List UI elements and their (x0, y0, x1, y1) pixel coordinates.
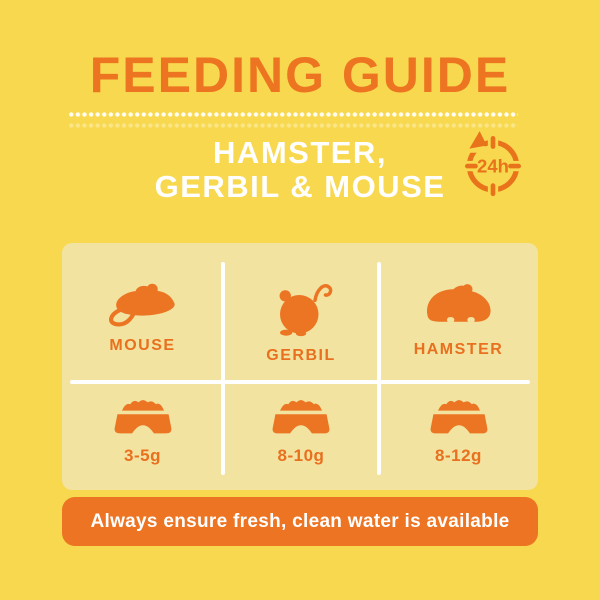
column-divider (377, 262, 381, 475)
subtitle: HAMSTER, GERBIL & MOUSE (0, 136, 600, 204)
hamster-icon (419, 280, 499, 332)
cell-hamster: HAMSTER (379, 243, 538, 382)
amount-label: 8-12g (435, 446, 482, 465)
feeding-table-panel: MOUSE GERBIL (62, 243, 538, 490)
water-notice-banner: Always ensure fresh, clean water is avai… (62, 497, 538, 546)
feeding-table: MOUSE GERBIL (62, 243, 538, 490)
subtitle-line-1: HAMSTER, (213, 135, 387, 170)
cell-amount-mouse: 3-5g (62, 382, 223, 490)
animal-label: HAMSTER (413, 341, 504, 358)
food-bowl-icon (268, 396, 334, 438)
animal-label: MOUSE (109, 337, 176, 354)
row-divider (70, 380, 530, 384)
clock-label: 24h (477, 155, 509, 176)
amount-label: 3-5g (124, 446, 161, 465)
water-notice-text: Always ensure fresh, clean water is avai… (90, 510, 510, 532)
cell-amount-gerbil: 8-10g (223, 382, 379, 490)
cell-amount-hamster: 8-12g (379, 382, 538, 490)
dotted-separator (68, 112, 518, 117)
subtitle-line-2: GERBIL & MOUSE (154, 169, 446, 204)
page-title: FEEDING GUIDE (89, 47, 511, 103)
gerbil-icon (266, 280, 336, 338)
cell-gerbil: GERBIL (223, 243, 379, 382)
animal-label: GERBIL (266, 347, 336, 364)
clock-24h-icon: 24h (456, 126, 530, 200)
mouse-icon (106, 280, 180, 328)
food-bowl-icon (426, 396, 492, 438)
dotted-separator-faint (68, 123, 518, 128)
cell-mouse: MOUSE (62, 243, 223, 382)
amount-label: 8-10g (277, 446, 325, 465)
food-bowl-icon (110, 396, 176, 438)
column-divider (221, 262, 225, 475)
